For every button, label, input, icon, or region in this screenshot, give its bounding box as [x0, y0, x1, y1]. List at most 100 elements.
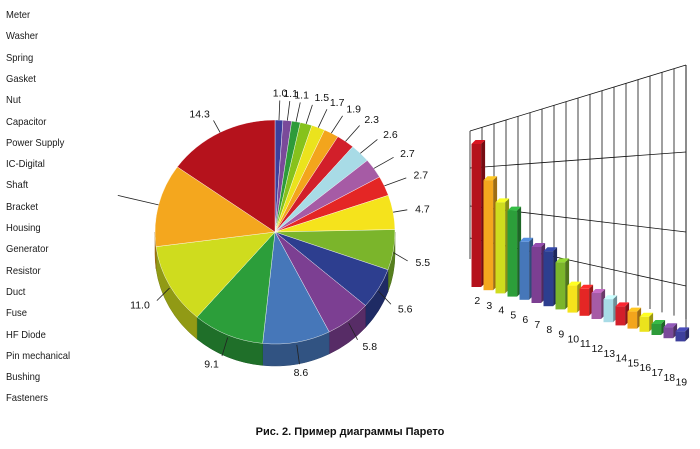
- bar-top: [603, 295, 618, 300]
- pie-data-label: 5.8: [362, 341, 377, 353]
- bar-category-label: 17: [651, 367, 663, 379]
- bar-category-label: 16: [639, 362, 651, 374]
- pie-data-label: 1.1: [283, 88, 298, 100]
- bar-top: [483, 176, 498, 181]
- bar-top: [627, 307, 642, 312]
- bar-category-label: 14: [615, 353, 627, 365]
- bar: [531, 247, 542, 303]
- pie-leader-line: [360, 139, 378, 154]
- bar-top: [663, 323, 678, 328]
- bar: [543, 251, 554, 307]
- pie-leader-line: [373, 156, 394, 169]
- legend-item: Spring: [6, 51, 34, 64]
- bar-top: [543, 247, 558, 252]
- pie-data-label: 5.5: [416, 257, 431, 269]
- grid-horizontal: [469, 64, 687, 132]
- bar-category-label: 7: [534, 319, 540, 331]
- legend-item: Bushing: [6, 371, 41, 384]
- legend-item: Fasteners: [6, 392, 49, 405]
- bar: [615, 306, 626, 326]
- pie-leader-line: [213, 120, 221, 133]
- pie-leader-line: [221, 337, 229, 357]
- pie-leader-line: [117, 195, 159, 206]
- legend-item: Nut: [6, 94, 21, 107]
- pie-leader-line: [317, 109, 328, 128]
- bar-category-label: 2: [474, 295, 480, 307]
- bar-top: [675, 327, 690, 332]
- bar-category-label: 11: [580, 338, 591, 350]
- bar-top: [531, 243, 546, 247]
- pie-data-label: 9.1: [204, 358, 219, 370]
- legend-item: Resistor: [6, 264, 41, 277]
- pie-leader-line: [393, 209, 408, 213]
- bar: [471, 144, 482, 287]
- legend-item: Power Supply: [6, 136, 65, 149]
- bar: [579, 288, 590, 316]
- legend-item: Duct: [6, 285, 26, 298]
- bar: [663, 327, 674, 339]
- pie-leader-line: [348, 322, 358, 340]
- bar-top: [651, 320, 666, 324]
- pie-data-label: 5.6: [398, 303, 413, 315]
- legend-item: Generator: [6, 243, 49, 256]
- legend-item: Gasket: [6, 72, 36, 85]
- bar-top: [495, 198, 510, 203]
- pie-leader-line: [384, 177, 407, 187]
- pie-data-label: 2.6: [383, 129, 398, 141]
- legend-item: Washer: [6, 30, 39, 43]
- legend-item: Capacitor: [6, 115, 47, 128]
- bar-side: [685, 327, 690, 342]
- pie-data-label: 4.7: [415, 203, 430, 215]
- bar-category-label: 5: [510, 309, 516, 321]
- legend-item: Shaft: [6, 179, 29, 192]
- bar-category-label: 13: [603, 348, 615, 360]
- pie-data-label: 2.7: [400, 148, 415, 160]
- legend-item: Bracket: [6, 200, 39, 213]
- bar-top: [639, 312, 654, 317]
- pie-data-label: 14.3: [189, 108, 210, 120]
- bar: [555, 262, 566, 310]
- pie-data-label: 1.9: [346, 104, 361, 116]
- bar: [483, 180, 494, 291]
- pie-leader-line: [296, 344, 300, 365]
- bar-category-label: 6: [522, 314, 528, 326]
- bar-category-label: 8: [546, 324, 552, 336]
- pie-leader-line: [278, 100, 281, 121]
- pie-leader-line: [378, 291, 392, 305]
- pie-leader-line: [286, 101, 291, 121]
- bar: [519, 241, 530, 300]
- pie-data-label: 2.3: [364, 114, 379, 126]
- bar: [627, 311, 638, 329]
- pie-data-label: 1.0: [273, 87, 288, 99]
- pie-slice: [155, 231, 276, 318]
- bar-top: [615, 302, 630, 307]
- bar: [591, 293, 602, 319]
- bar-category-label: 4: [498, 305, 504, 317]
- bar: [507, 210, 518, 297]
- pie-data-label: 1.1: [294, 90, 309, 102]
- pie-data-label: 8.6: [294, 367, 309, 379]
- bar-top: [555, 258, 570, 263]
- bar-category-label: 10: [567, 333, 579, 345]
- bar: [603, 299, 614, 323]
- pie-leader-line: [156, 287, 170, 301]
- figure-caption: Рис. 2. Пример диаграммы Парето: [255, 426, 445, 438]
- bar-category-label: 18: [663, 372, 675, 384]
- grid-horizontal: [469, 151, 687, 169]
- bar-top: [591, 289, 606, 293]
- pie-chart: 1.01.11.1 1.5 1.71.92.32.62.72.74.75.55.65…: [117, 87, 431, 379]
- legend-item: Fuse: [6, 307, 28, 320]
- pie-leader-line: [331, 115, 343, 134]
- bar-category-label: 12: [591, 343, 603, 355]
- pie-leader-line: [295, 102, 301, 122]
- bar-top: [507, 206, 522, 211]
- pie-data-label: 2.7: [414, 170, 429, 182]
- pie-data-label: 11.0: [130, 299, 150, 311]
- bar-chart: 2 3 4 5 6 7 8 9 10 11 12 13 14 15 16 17 18 19: [469, 64, 690, 389]
- bar: [639, 316, 650, 332]
- bar-top: [519, 237, 534, 242]
- pie-leader-line: [393, 252, 408, 262]
- bar-top: [579, 284, 594, 289]
- bar-top: [471, 140, 486, 144]
